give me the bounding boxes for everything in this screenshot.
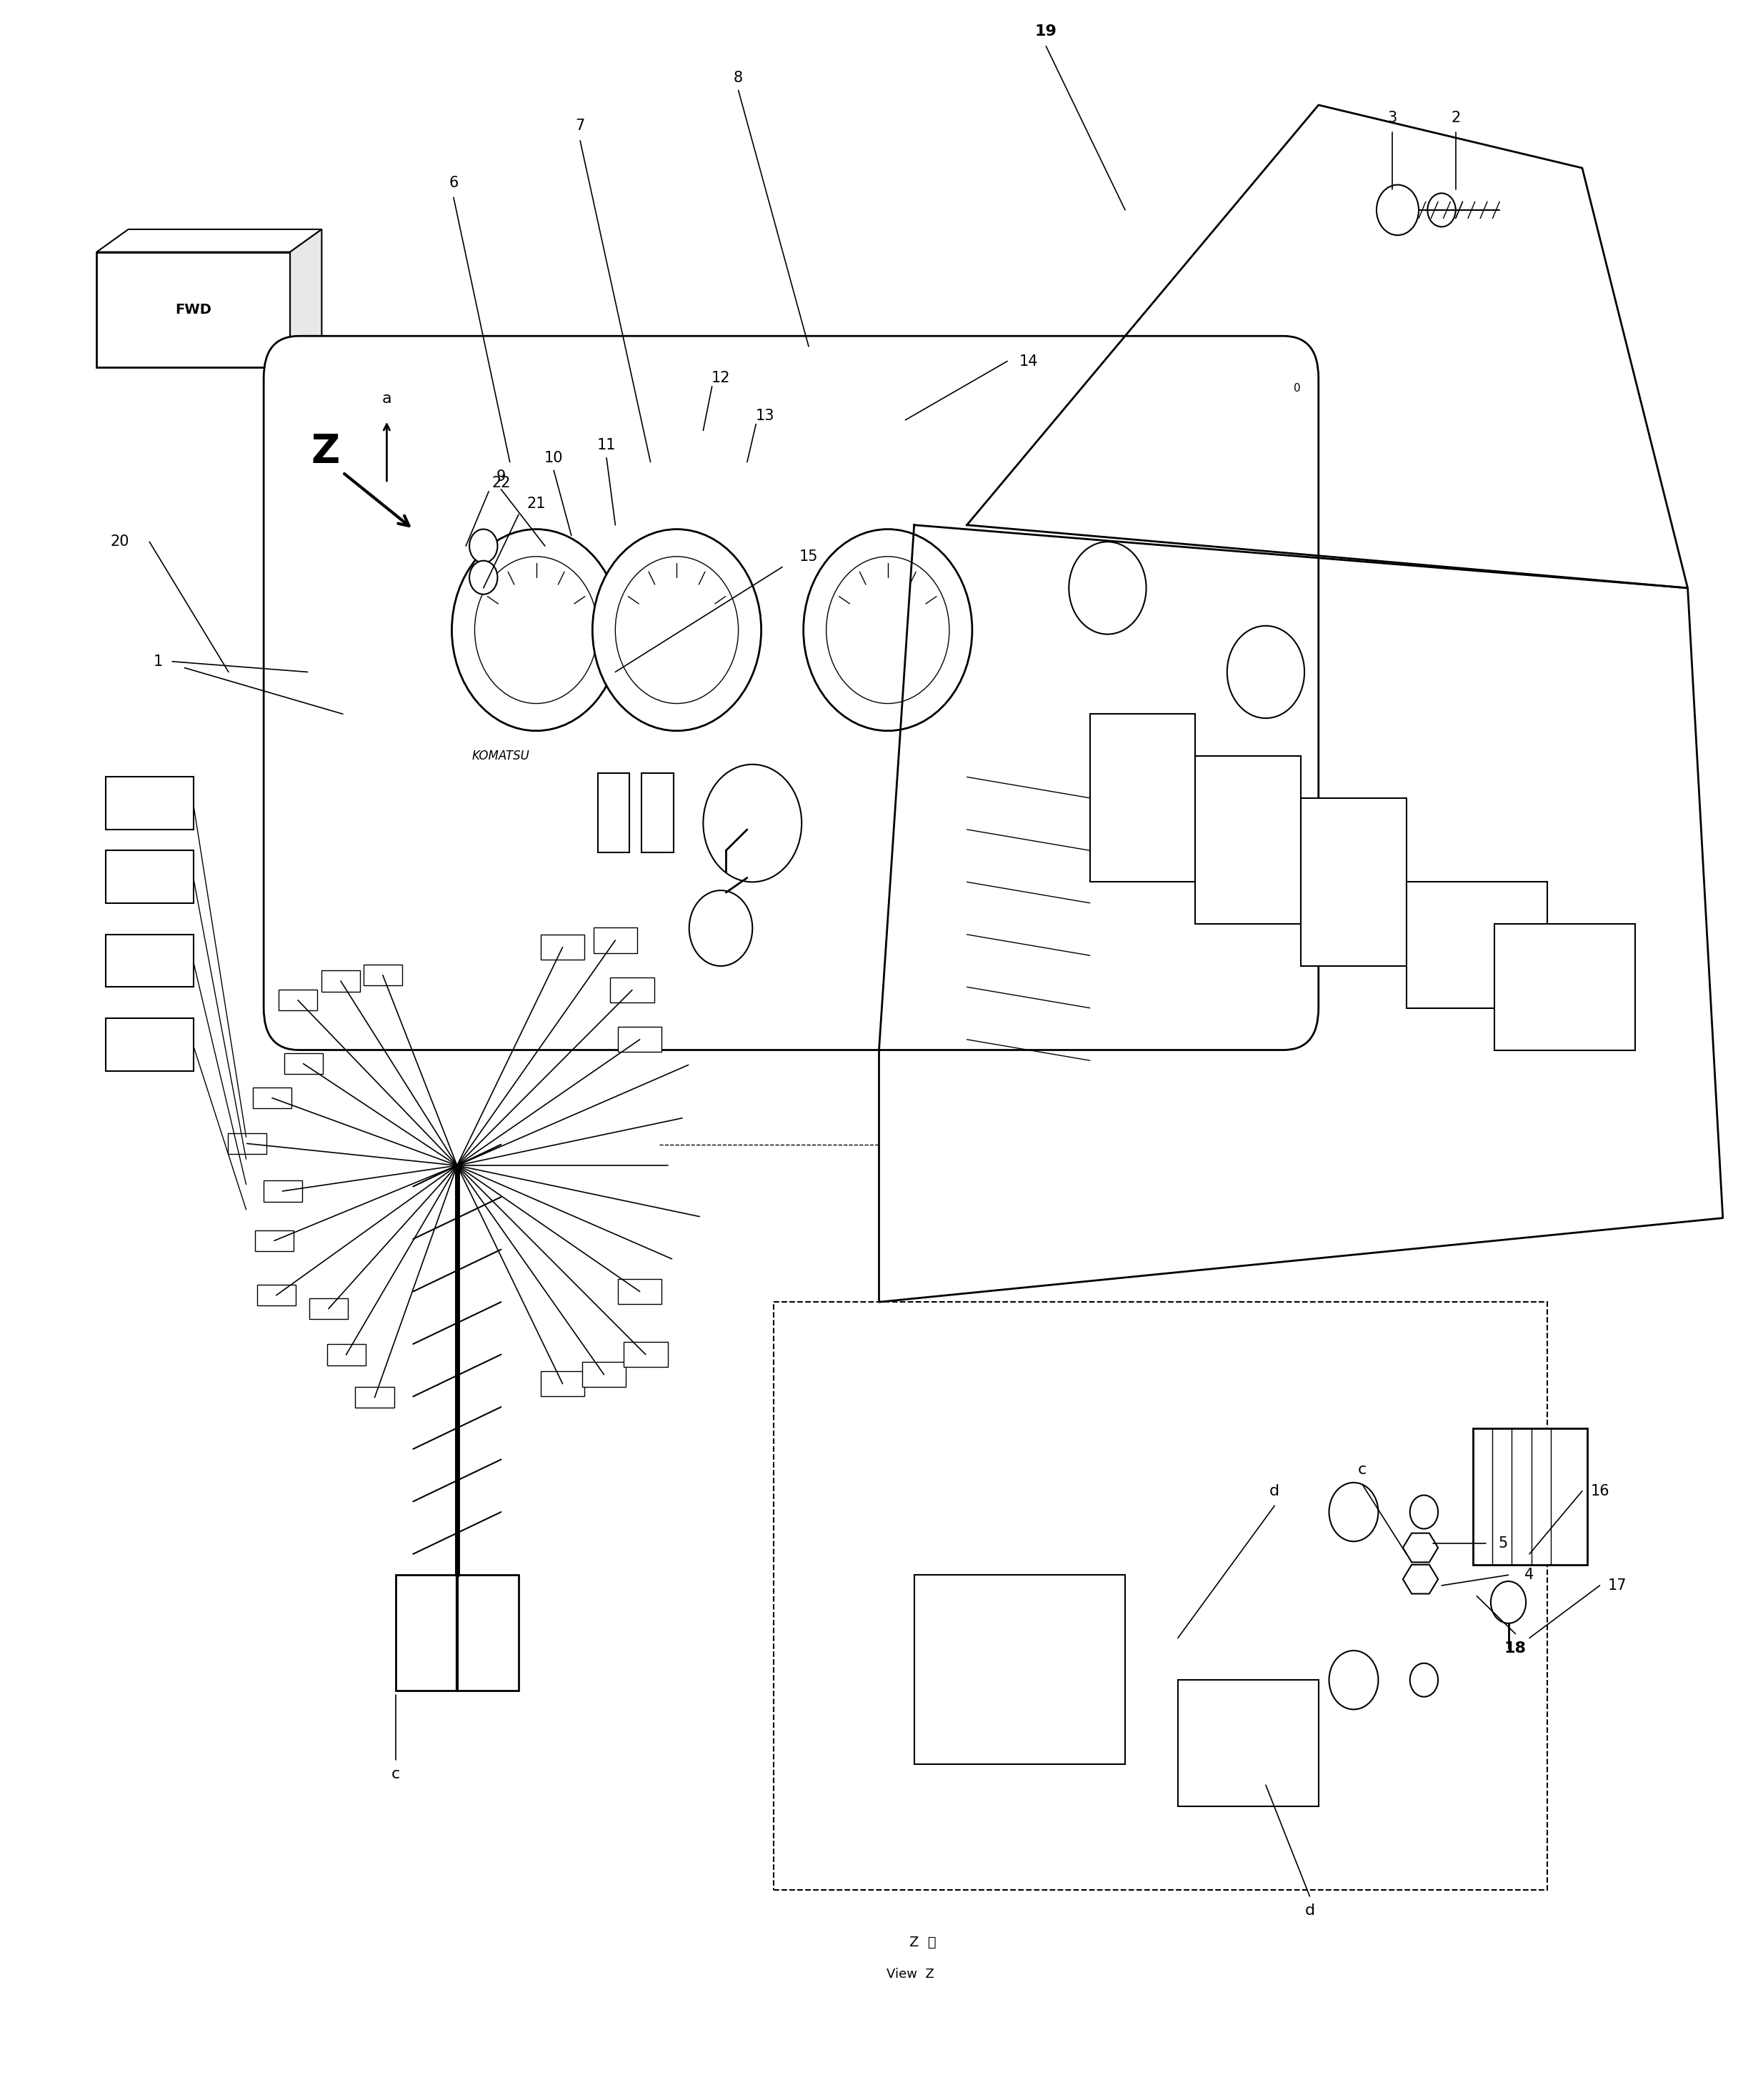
Text: 5: 5 [1498,1537,1508,1550]
FancyBboxPatch shape [617,1027,661,1052]
Text: 18: 18 [1505,1642,1526,1655]
Text: 13: 13 [756,410,774,422]
FancyBboxPatch shape [105,850,193,903]
FancyBboxPatch shape [1473,1428,1587,1565]
FancyBboxPatch shape [1178,1680,1318,1806]
Text: 19: 19 [1035,25,1057,38]
Polygon shape [290,229,322,367]
FancyBboxPatch shape [255,1231,294,1252]
FancyBboxPatch shape [253,1088,292,1109]
Circle shape [1410,1663,1438,1697]
Text: c: c [1359,1464,1366,1476]
FancyBboxPatch shape [1406,882,1547,1008]
Circle shape [826,556,949,704]
Text: View  Z: View Z [886,1968,935,1980]
Text: 9: 9 [496,470,506,483]
Text: 14: 14 [1020,355,1037,367]
FancyBboxPatch shape [540,934,584,960]
FancyBboxPatch shape [582,1363,626,1388]
FancyBboxPatch shape [610,976,654,1002]
Circle shape [1227,626,1304,718]
Circle shape [1329,1651,1378,1709]
FancyBboxPatch shape [617,1279,661,1304]
FancyBboxPatch shape [624,1342,668,1367]
FancyBboxPatch shape [355,1386,394,1407]
Polygon shape [1403,1564,1438,1594]
Circle shape [592,529,761,731]
FancyBboxPatch shape [598,773,629,853]
Circle shape [452,529,621,731]
FancyBboxPatch shape [309,1298,348,1319]
FancyBboxPatch shape [105,1018,193,1071]
Circle shape [1329,1483,1378,1541]
Text: 8: 8 [733,71,744,84]
Polygon shape [1403,1533,1438,1562]
Text: 6: 6 [448,176,459,189]
Circle shape [1410,1495,1438,1529]
Text: 1: 1 [153,655,163,668]
FancyBboxPatch shape [1301,798,1406,966]
Circle shape [475,556,598,704]
FancyBboxPatch shape [327,1344,366,1365]
Circle shape [469,529,498,563]
Text: 16: 16 [1591,1485,1609,1497]
Circle shape [803,529,972,731]
Text: KOMATSU: KOMATSU [473,750,529,762]
Circle shape [1377,185,1419,235]
FancyBboxPatch shape [257,1285,295,1306]
FancyBboxPatch shape [278,989,316,1010]
FancyBboxPatch shape [264,336,1318,1050]
Text: d: d [1304,1905,1315,1917]
FancyBboxPatch shape [1090,714,1195,882]
FancyBboxPatch shape [105,777,193,830]
Text: a: a [381,393,392,405]
FancyBboxPatch shape [540,1371,584,1396]
Text: 11: 11 [598,439,615,452]
FancyBboxPatch shape [285,1054,323,1075]
FancyBboxPatch shape [97,252,290,368]
FancyBboxPatch shape [105,934,193,987]
Text: 3: 3 [1387,111,1398,124]
Text: 21: 21 [527,498,545,510]
Text: 4: 4 [1524,1569,1535,1581]
Text: 7: 7 [575,120,585,132]
Text: 22: 22 [492,477,510,489]
FancyBboxPatch shape [396,1575,519,1690]
Text: 12: 12 [712,372,730,384]
Circle shape [1427,193,1456,227]
FancyBboxPatch shape [592,928,636,953]
Text: c: c [392,1768,399,1781]
Text: d: d [1269,1485,1280,1497]
Text: 10: 10 [545,452,563,464]
Text: 0: 0 [1294,382,1301,395]
Text: Z  視: Z 視 [909,1936,937,1949]
Text: Z: Z [311,433,339,470]
FancyBboxPatch shape [1195,756,1301,924]
FancyBboxPatch shape [264,1180,302,1201]
Circle shape [1491,1581,1526,1623]
Circle shape [703,764,802,882]
FancyBboxPatch shape [322,970,360,991]
Text: 15: 15 [800,550,817,563]
FancyBboxPatch shape [774,1302,1547,1890]
Circle shape [1069,542,1146,634]
Polygon shape [97,229,322,252]
Circle shape [615,556,738,704]
Text: FWD: FWD [176,302,211,317]
FancyBboxPatch shape [642,773,673,853]
Text: 17: 17 [1609,1579,1626,1592]
Text: 2: 2 [1450,111,1461,124]
Circle shape [469,561,498,594]
FancyBboxPatch shape [1494,924,1635,1050]
FancyBboxPatch shape [914,1575,1125,1764]
FancyBboxPatch shape [227,1134,265,1155]
FancyBboxPatch shape [364,964,403,985]
Circle shape [689,890,752,966]
Text: 20: 20 [111,536,128,548]
